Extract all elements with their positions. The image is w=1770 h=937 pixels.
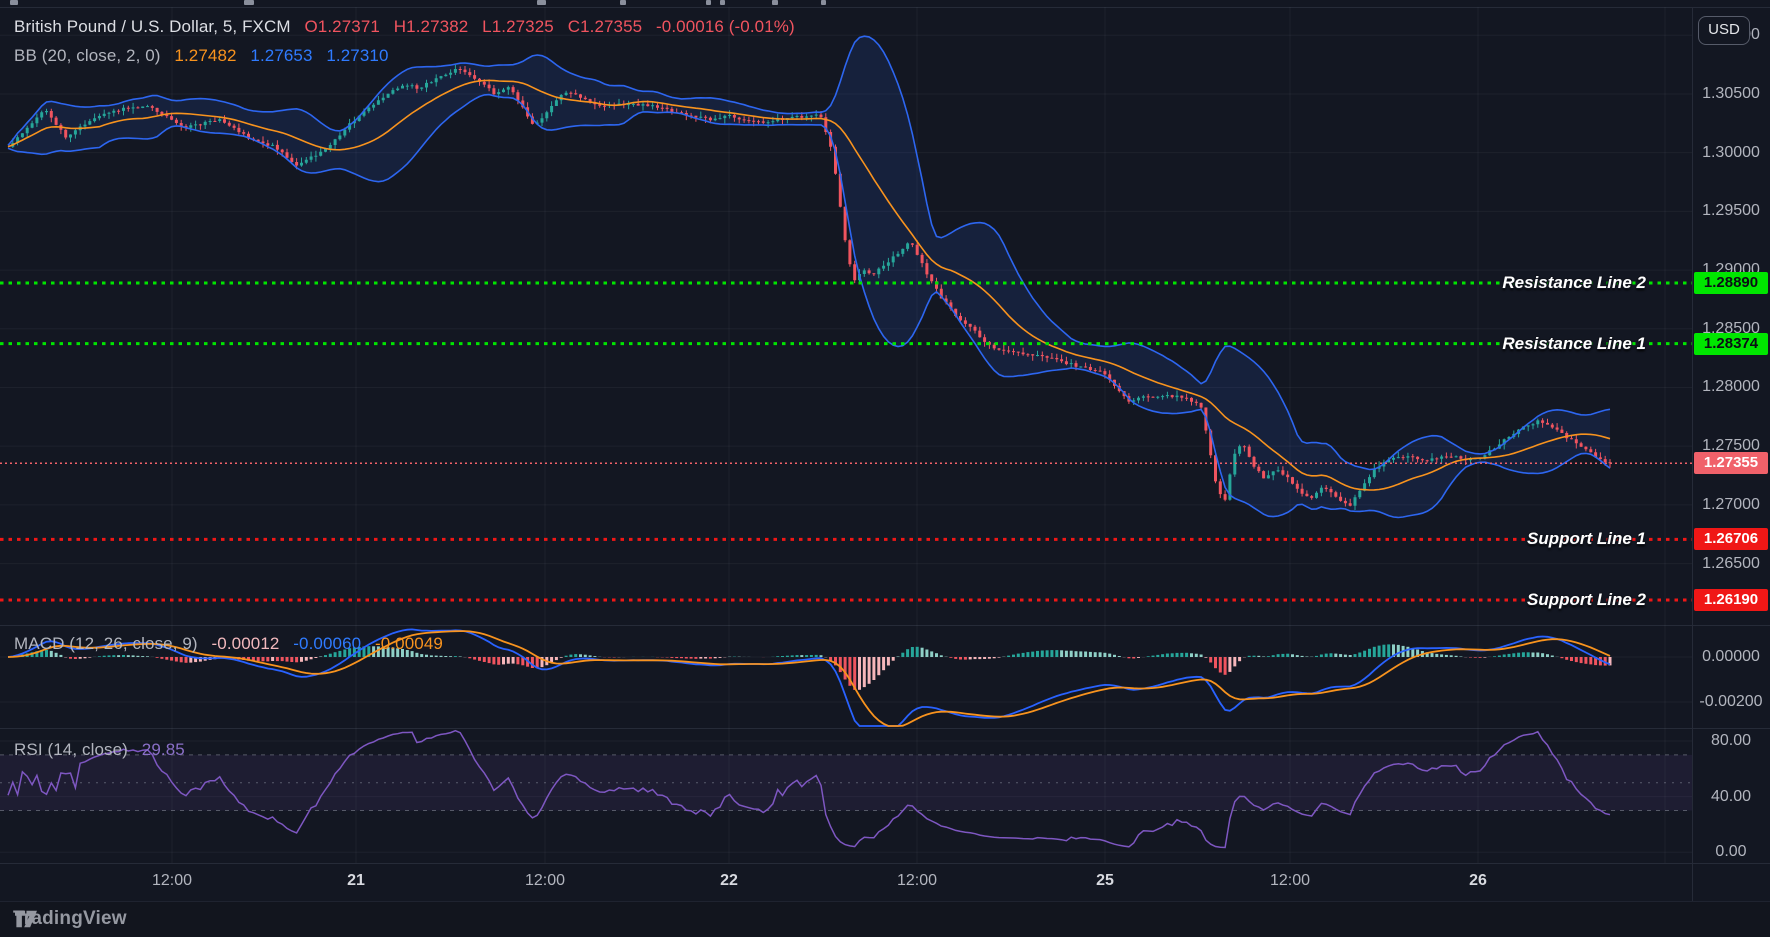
time-tick-label: 26 xyxy=(1469,872,1487,889)
bb-upper-line[interactable] xyxy=(7,35,1611,471)
macd-signal-line[interactable] xyxy=(7,630,1611,727)
axis-tick-label: 1.28500 xyxy=(1702,319,1760,337)
toolbar-fragment xyxy=(706,0,711,5)
time-tick-label: 25 xyxy=(1096,872,1114,889)
tradingview-wordmark: TradingView xyxy=(13,908,127,929)
axis-tick-label: -0.00200 xyxy=(1699,693,1763,710)
rsi-line[interactable] xyxy=(7,729,1611,849)
level-label[interactable]: Support Line 2 xyxy=(1527,590,1646,609)
pane-divider-macd-rsi[interactable] xyxy=(0,728,1770,729)
low-value: L1.27325 xyxy=(482,17,554,36)
price-scale[interactable]: 1.288901.283741.267061.261901.273551.310… xyxy=(1692,7,1770,901)
axis-tick-label: 1.29500 xyxy=(1702,202,1760,220)
macd-line-value: -0.00060 xyxy=(293,634,362,653)
axis-tick-label: 1.27500 xyxy=(1702,437,1760,455)
rsi-value: 29.85 xyxy=(141,740,185,759)
bb-lower-line[interactable] xyxy=(7,93,1611,519)
axis-tick-label: 1.30000 xyxy=(1702,143,1760,161)
toolbar-fragment xyxy=(537,0,546,5)
change-value: -0.00016 (-0.01%) xyxy=(656,17,795,36)
price-scale-border xyxy=(1692,7,1693,901)
axis-tick-label: 1.26500 xyxy=(1702,554,1760,572)
level-label[interactable]: Support Line 1 xyxy=(1527,529,1646,549)
axis-tick-label: 0.00000 xyxy=(1702,648,1760,665)
toolbar-fragment xyxy=(244,0,254,5)
axis-tick-label: 40.00 xyxy=(1710,787,1752,805)
macd-legend-row[interactable]: MACD (12, 26, close, 9) -0.00012 -0.0006… xyxy=(14,634,452,654)
time-scale[interactable]: 12:00 21 12:00 22 12:00 25 12:00 26 xyxy=(0,864,1770,901)
level-price-chip: 1.26190 xyxy=(1694,588,1768,611)
bb-legend-row[interactable]: BB (20, close, 2, 0) 1.27482 1.27653 1.2… xyxy=(14,46,398,66)
bb-label[interactable]: BB (20, close, 2, 0) xyxy=(14,46,161,65)
last-price-chip: 1.27355 xyxy=(1694,452,1768,475)
pane-border-top xyxy=(0,7,1770,8)
bb-upper-value: 1.27653 xyxy=(250,46,313,65)
toolbar-fragment xyxy=(772,0,778,5)
level-price-chip: 1.28374 xyxy=(1694,332,1768,355)
high-value: H1.27382 xyxy=(393,17,469,36)
close-value: C1.27355 xyxy=(567,17,643,36)
symbol-title[interactable]: British Pound / U.S. Dollar, 5, FXCM xyxy=(14,17,291,36)
level-price-chip: 1.26706 xyxy=(1694,528,1768,551)
axis-tick-label: 1.30500 xyxy=(1702,84,1760,102)
macd-line[interactable] xyxy=(7,628,1611,727)
macd-hist-value: -0.00012 xyxy=(211,634,280,653)
currency-toggle-button[interactable]: USD xyxy=(1698,16,1750,45)
rsi-pane[interactable] xyxy=(0,728,1692,863)
time-tick-label: 21 xyxy=(347,872,365,889)
toolbar-fragment xyxy=(720,0,725,5)
time-tick-label: 12:00 xyxy=(1269,872,1311,889)
axis-tick-label: 80.00 xyxy=(1710,732,1752,749)
pane-border-bottom xyxy=(0,863,1770,864)
time-tick-label: 12:00 xyxy=(151,872,193,889)
toolbar-fragment xyxy=(10,0,18,5)
symbol-legend-row[interactable]: British Pound / U.S. Dollar, 5, FXCM O1.… xyxy=(14,17,804,37)
axis-tick-label: 0.00 xyxy=(1715,843,1747,861)
bb-lower-value: 1.27310 xyxy=(326,46,389,65)
tradingview-logo[interactable]: TradingView xyxy=(13,908,127,930)
footer-border xyxy=(0,901,1770,902)
rsi-legend-row[interactable]: RSI (14, close) 29.85 xyxy=(14,740,194,760)
rsi-label[interactable]: RSI (14, close) xyxy=(14,740,128,759)
axis-tick-label: 1.27000 xyxy=(1702,495,1760,513)
rsi-band-fill xyxy=(0,754,1692,811)
time-tick-label: 12:00 xyxy=(524,872,566,889)
bb-fill-area xyxy=(8,36,1610,518)
top-toolbar-cutoff xyxy=(0,0,1770,7)
tradingview-logo-icon xyxy=(15,910,37,928)
pane-divider-price-macd[interactable] xyxy=(0,625,1770,626)
bb-basis-line[interactable] xyxy=(7,79,1611,491)
level-price-chip: 1.28890 xyxy=(1694,272,1768,294)
level-label[interactable]: Resistance Line 1 xyxy=(1502,333,1646,353)
time-tick-label: 22 xyxy=(720,872,738,889)
level-label[interactable]: Resistance Line 2 xyxy=(1502,273,1646,292)
price-pane[interactable] xyxy=(0,7,1692,625)
open-value: O1.27371 xyxy=(304,17,380,36)
bb-basis-value: 1.27482 xyxy=(174,46,237,65)
time-tick-label: 12:00 xyxy=(896,872,938,889)
macd-pane[interactable] xyxy=(0,625,1692,728)
footer-bar: TradingView xyxy=(0,902,1770,937)
axis-tick-label: 1.28000 xyxy=(1702,378,1760,396)
toolbar-fragment xyxy=(620,0,626,5)
toolbar-fragment xyxy=(821,0,826,5)
macd-signal-value: -0.00049 xyxy=(375,634,443,653)
macd-label[interactable]: MACD (12, 26, close, 9) xyxy=(14,634,198,653)
